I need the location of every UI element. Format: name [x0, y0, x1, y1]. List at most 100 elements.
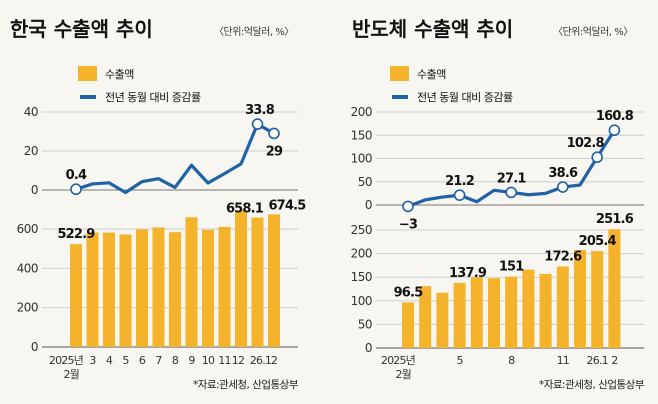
- source-note: *자료:관세청, 산업통상부: [193, 378, 299, 391]
- x-tick-label: 9: [188, 354, 195, 367]
- y-tick-label: 100: [351, 152, 372, 166]
- line-marker: [402, 200, 414, 213]
- y-tick-label: 150: [351, 270, 372, 284]
- x-tick-label: 5: [456, 354, 463, 367]
- x-tick-label: 26.1: [250, 354, 271, 367]
- legend-line-label: 전년 동월 대비 증감률: [417, 91, 513, 104]
- x-tick-label: 8: [172, 354, 179, 367]
- y-tick-label: 0: [31, 183, 38, 197]
- bar: [152, 227, 165, 347]
- legend-bar-label: 수출액: [417, 68, 446, 81]
- bar-data-label: 658.1: [226, 202, 264, 217]
- x-tick-label: 2: [611, 354, 617, 367]
- line-data-label: 160.8: [596, 109, 634, 124]
- bar: [574, 249, 586, 348]
- y-tick-label: 50: [358, 175, 372, 189]
- bar-data-label: 674.5: [268, 198, 306, 213]
- bar: [86, 232, 99, 347]
- x-tick-label: 26.1: [587, 354, 608, 367]
- y-tick-label: 0: [365, 198, 372, 212]
- legend-bar-swatch: [390, 66, 409, 81]
- bar: [402, 302, 414, 348]
- bar: [505, 276, 518, 348]
- line-data-label: 0.4: [66, 168, 87, 183]
- bar: [218, 226, 231, 347]
- bar: [136, 229, 148, 347]
- line-marker: [608, 124, 621, 137]
- chart-title: 한국 수출액 추이: [10, 17, 153, 41]
- y-tick-label: 400: [17, 261, 38, 275]
- line-data-label: 29: [266, 144, 283, 159]
- y-tick-label: 150: [351, 128, 372, 142]
- bar-data-label: 151: [499, 260, 524, 275]
- bar: [522, 269, 535, 348]
- line-data-label: 21.2: [445, 174, 474, 189]
- legend-line-swatch: [80, 95, 96, 99]
- line-data-label: 102.8: [567, 136, 605, 151]
- bar: [251, 217, 264, 347]
- x-tick-label: 10: [202, 354, 215, 367]
- bar: [539, 273, 552, 348]
- unit-label: 〈단위:억달러, %〉: [214, 25, 294, 38]
- line-series: [75, 122, 275, 195]
- legend-bar-swatch: [78, 66, 97, 81]
- y-tick-label: 100: [351, 294, 372, 308]
- x-tick-label: 11: [557, 354, 569, 367]
- x-tick-label: 2025년 2월: [381, 354, 415, 381]
- y-tick-label: 0: [365, 341, 372, 355]
- line-marker: [268, 127, 280, 140]
- line-data-label: 38.6: [548, 166, 578, 181]
- line-marker: [591, 151, 604, 163]
- bar: [103, 232, 115, 347]
- x-tick-label: 7: [155, 354, 162, 367]
- y-tick-label: 600: [17, 222, 38, 236]
- line-marker: [70, 183, 82, 196]
- x-tick-label: 11: [218, 354, 230, 367]
- y-tick-label: 40: [24, 105, 38, 119]
- bar: [453, 282, 466, 348]
- x-tick-label: 8: [508, 354, 515, 367]
- legend-bar-label: 수출액: [105, 68, 134, 81]
- y-tick-label: 200: [351, 247, 372, 261]
- line-data-label: 27.1: [497, 171, 527, 186]
- y-tick-label: 50: [358, 317, 372, 331]
- bar: [169, 232, 181, 347]
- x-tick-label: 6: [139, 354, 146, 367]
- x-tick-label: 4: [106, 354, 113, 367]
- line-data-label: −3: [399, 217, 418, 232]
- y-tick-label: 200: [17, 301, 38, 315]
- y-tick-label: 0: [31, 340, 38, 354]
- y-tick-label: 200: [351, 105, 372, 119]
- legend-line-label: 전년 동월 대비 증감률: [105, 91, 201, 104]
- bar: [470, 277, 483, 348]
- bar-data-label: 137.9: [449, 266, 487, 281]
- line-marker: [251, 118, 264, 130]
- bar: [119, 234, 132, 347]
- line-data-label: 33.8: [245, 103, 275, 118]
- bar: [488, 278, 500, 348]
- y-tick-label: 20: [24, 144, 38, 158]
- x-tick-label: 12: [232, 354, 244, 367]
- legend-line-swatch: [392, 95, 408, 99]
- unit-label: 〈단위:억달러, %〉: [553, 25, 633, 38]
- bar: [202, 229, 214, 347]
- bar: [608, 229, 621, 348]
- bar: [235, 210, 247, 347]
- line-marker: [505, 186, 518, 199]
- bar-data-label: 522.9: [57, 227, 95, 242]
- x-tick-label: 3: [89, 354, 96, 367]
- x-tick-label: 2025년 2월: [49, 354, 83, 381]
- bar-data-label: 251.6: [596, 212, 634, 227]
- line-marker: [556, 181, 569, 193]
- x-tick-label: 2: [271, 354, 277, 367]
- bar: [268, 214, 280, 347]
- line-marker: [453, 189, 466, 201]
- bar: [185, 217, 198, 347]
- bar: [591, 251, 604, 348]
- bar-data-label: 205.4: [579, 234, 617, 249]
- chart-title: 반도체 수출액 추이: [352, 17, 513, 41]
- bar: [70, 244, 82, 347]
